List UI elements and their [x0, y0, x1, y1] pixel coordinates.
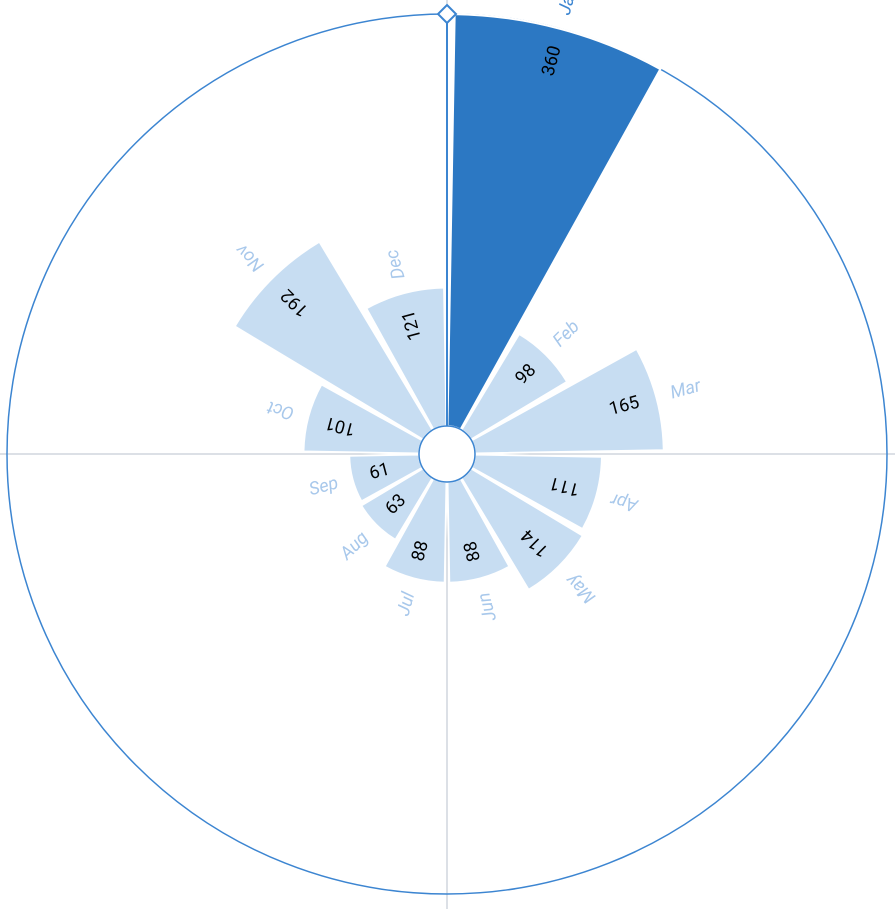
polar-bar-chart: Jan360Feb98Mar165Apr111May114Jun88Jul88A… [0, 0, 895, 909]
inner-circle [419, 426, 475, 482]
